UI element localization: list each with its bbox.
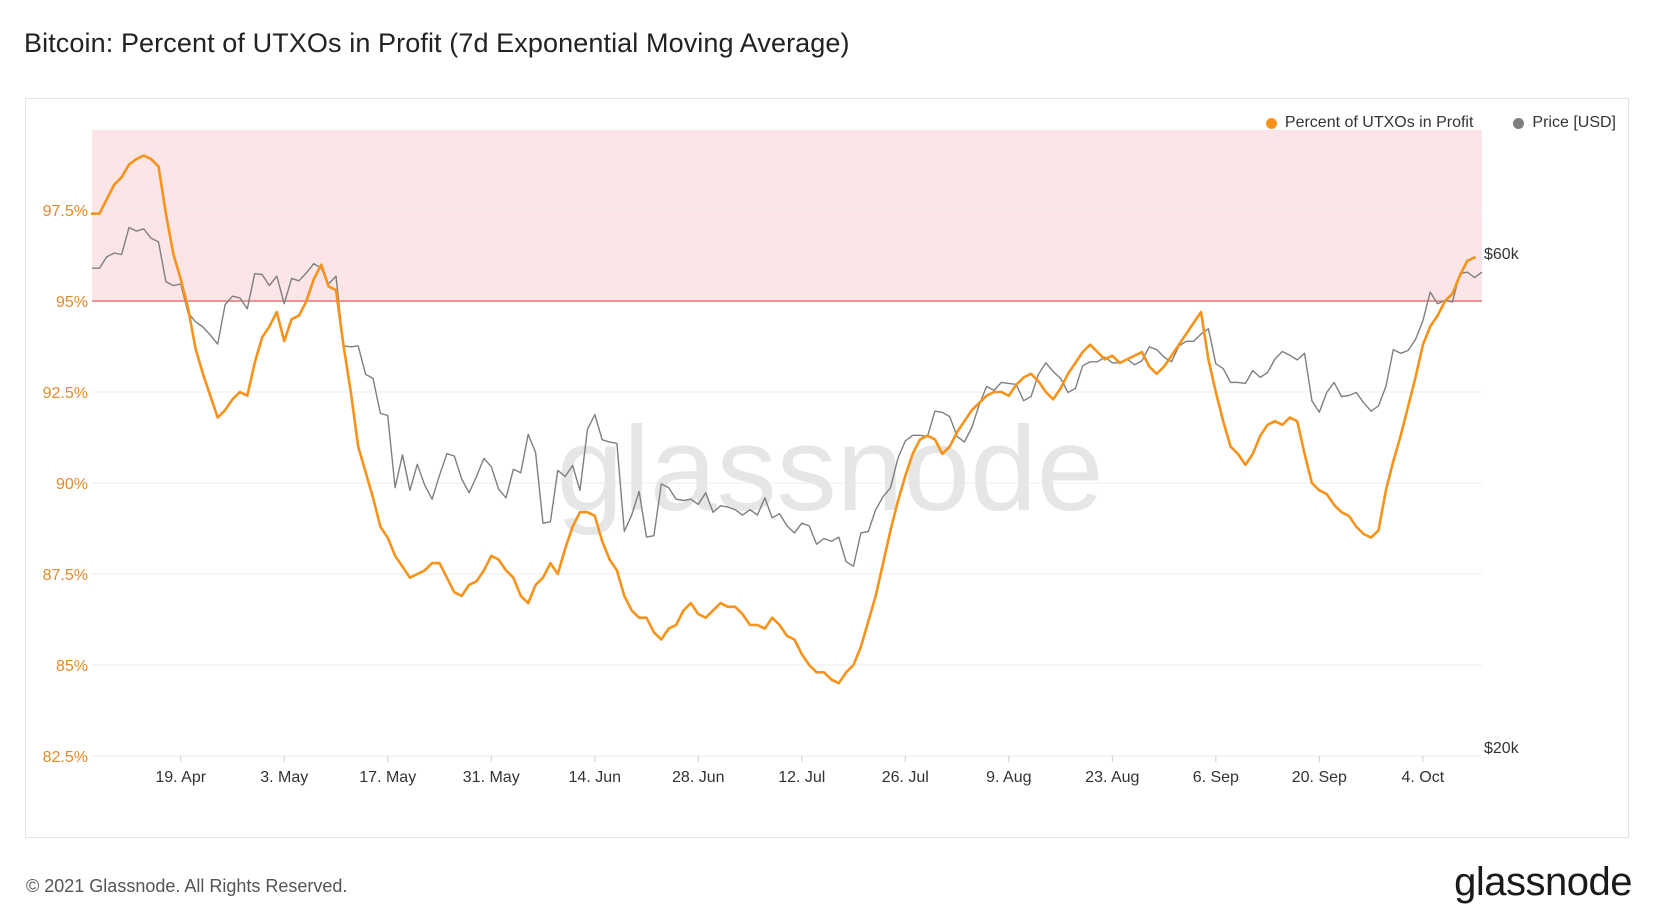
x-tick-label: 23. Aug: [1085, 769, 1139, 786]
y-left-tick-label: 92.5%: [43, 385, 88, 402]
x-tick-label: 6. Sep: [1193, 769, 1239, 786]
y-left-tick-label: 87.5%: [43, 567, 88, 584]
legend-label-price: Price [USD]: [1532, 114, 1616, 131]
chart-legend: Percent of UTXOs in Profit Price [USD]: [1265, 114, 1616, 132]
y-right-tick-label: $60k: [1484, 246, 1520, 263]
x-tick-label: 19. Apr: [155, 769, 206, 786]
overbought-band: [92, 130, 1482, 302]
y-left-tick-label: 90%: [56, 476, 88, 493]
x-tick-label: 9. Aug: [986, 769, 1031, 786]
x-tick-label: 17. May: [359, 769, 416, 786]
x-tick-label: 20. Sep: [1292, 769, 1347, 786]
x-tick-label: 14. Jun: [569, 769, 621, 786]
chart-title: Bitcoin: Percent of UTXOs in Profit (7d …: [24, 28, 850, 58]
watermark: glassnode: [556, 402, 1103, 536]
footer-copyright: © 2021 Glassnode. All Rights Reserved.: [26, 876, 348, 896]
y-left-tick-label: 85%: [56, 658, 88, 675]
x-tick-label: 26. Jul: [882, 769, 929, 786]
y-right-tick-label: $20k: [1484, 740, 1520, 757]
legend-item-price[interactable]: Price [USD]: [1513, 114, 1616, 132]
legend-dot-price: [1513, 117, 1525, 129]
x-tick-label: 4. Oct: [1402, 769, 1445, 786]
legend-dot-profit: [1265, 117, 1277, 129]
x-tick-label: 12. Jul: [778, 769, 825, 786]
x-tick-label: 28. Jun: [672, 769, 724, 786]
series-line-profit: [90, 154, 1476, 685]
y-left-tick-label: 82.5%: [43, 749, 88, 766]
y-left-tick-label: 95%: [56, 294, 88, 311]
x-tick-label: 31. May: [463, 769, 520, 786]
x-tick-label: 3. May: [260, 769, 308, 786]
legend-item-profit[interactable]: Percent of UTXOs in Profit: [1265, 114, 1474, 132]
y-left-tick-label: 97.5%: [43, 203, 88, 220]
brand-logo: glassnode: [1454, 860, 1632, 904]
legend-label-profit: Percent of UTXOs in Profit: [1284, 114, 1474, 131]
